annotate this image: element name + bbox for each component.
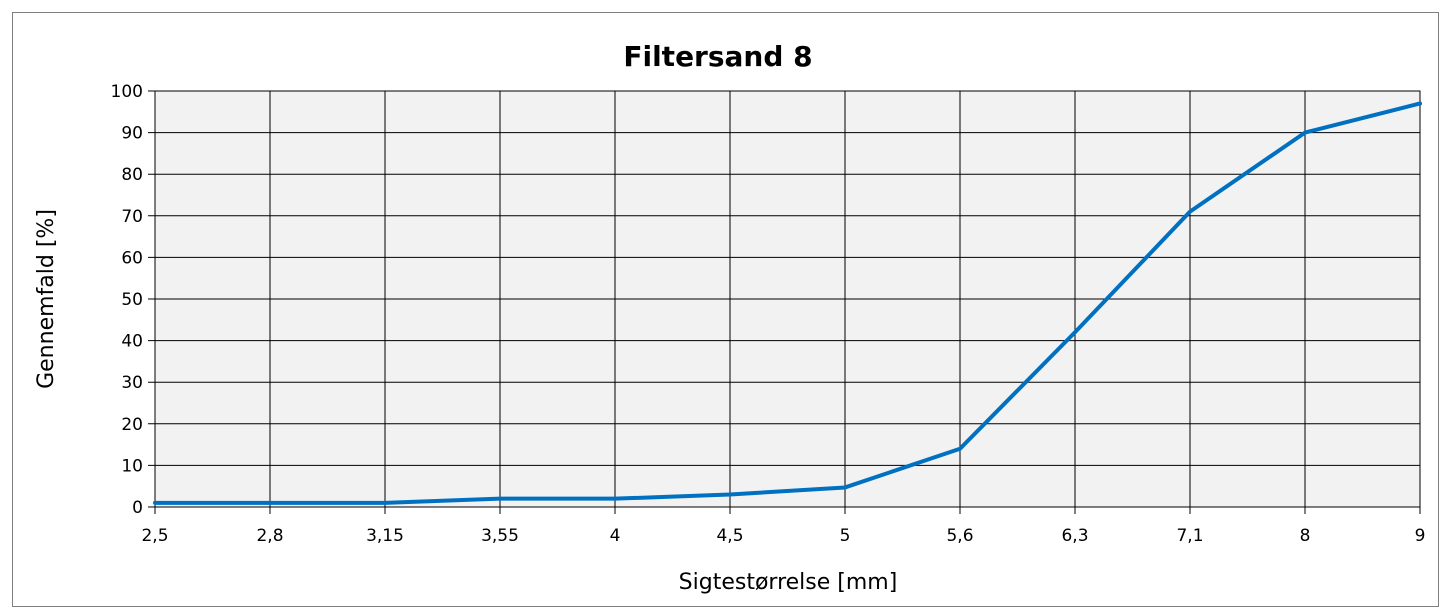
x-tick-label: 2,5 [141,526,168,546]
x-tick-label: 5,6 [946,526,973,546]
chart-title: Filtersand 8 [623,40,812,73]
x-tick-label: 8 [1300,526,1311,546]
data-point [958,446,962,451]
data-point [1073,330,1077,335]
y-tick-label: 10 [121,456,143,476]
data-point [383,501,387,505]
y-tick-label: 30 [121,373,143,393]
x-tick-label: 3,55 [481,526,519,546]
x-tick-label: 9 [1415,526,1426,546]
y-tick-label: 20 [121,415,143,435]
data-point [1188,209,1192,214]
series-group [153,101,1422,505]
x-tick-label: 4,5 [716,526,743,546]
x-axis-ticks: 2,5 2,8 3,15 3,55 4 4,5 5 5,6 6,3 7,1 8 9 [141,526,1425,546]
y-axis-ticks: 0 10 20 30 40 50 60 70 80 90 100 [111,82,143,518]
y-tick-label: 90 [121,124,143,144]
y-tick-label: 80 [121,165,143,185]
data-point [1418,101,1422,106]
grid [148,90,1421,514]
data-point [498,496,502,501]
y-tick-label: 60 [121,248,143,268]
data-point [728,492,732,497]
y-tick-label: 100 [111,82,143,102]
data-point [1303,130,1307,135]
x-tick-label: 2,8 [256,526,283,546]
data-point [268,501,272,505]
y-tick-label: 70 [121,207,143,227]
plot-border [154,90,1421,508]
y-tick-label: 50 [121,290,143,310]
x-axis-title: Sigtestørrelse [mm] [679,570,898,595]
x-tick-label: 6,3 [1061,526,1088,546]
y-axis-title: Gennemfald [%] [34,209,59,389]
x-tick-label: 3,15 [366,526,404,546]
series-line [153,101,1422,505]
x-tick-label: 4 [610,526,621,546]
data-point [613,496,617,501]
data-point [843,485,847,490]
x-tick-label: 5 [840,526,851,546]
data-point [153,501,157,505]
x-tick-label: 7,1 [1176,526,1203,546]
y-tick-label: 0 [132,498,143,518]
y-tick-label: 40 [121,332,143,352]
